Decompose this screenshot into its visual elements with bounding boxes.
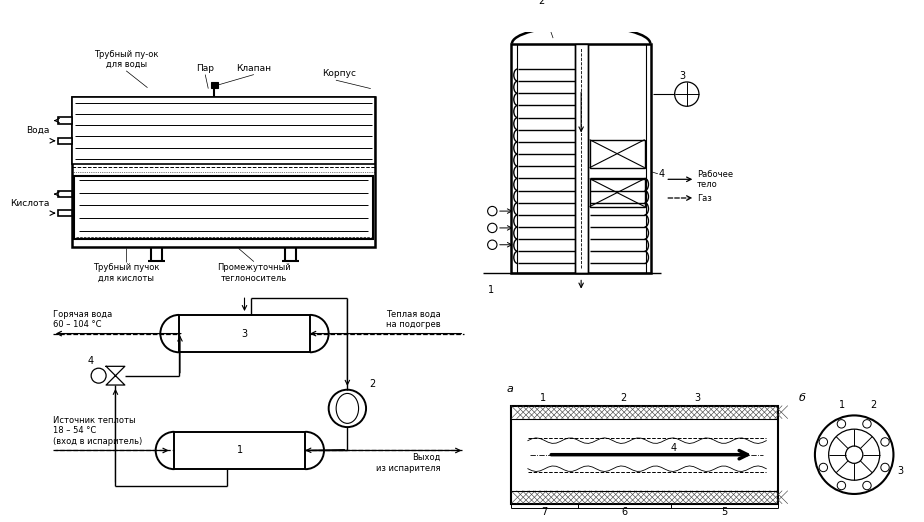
Bar <box>590 140 645 168</box>
Text: 4: 4 <box>659 169 665 179</box>
Bar <box>211 82 218 88</box>
Text: 4: 4 <box>671 443 677 453</box>
Text: Корпус: Корпус <box>322 69 356 78</box>
Bar <box>74 175 372 239</box>
Bar <box>58 137 71 144</box>
Bar <box>511 406 777 504</box>
Text: 1: 1 <box>488 286 493 295</box>
Bar <box>517 44 646 273</box>
Bar <box>575 44 588 273</box>
Text: 4: 4 <box>88 355 93 365</box>
Text: Рабочее
тело: Рабочее тело <box>697 170 734 189</box>
Text: Выход
из испарителя: Выход из испарителя <box>376 453 441 473</box>
Text: б: б <box>798 394 806 404</box>
Bar <box>179 315 310 352</box>
Text: 2: 2 <box>620 393 626 403</box>
Bar <box>71 97 375 164</box>
Text: 5: 5 <box>721 507 727 517</box>
Text: 2: 2 <box>369 379 375 389</box>
Text: Горячая вода
60 – 104 °C: Горячая вода 60 – 104 °C <box>53 310 112 329</box>
Bar <box>590 179 645 207</box>
Text: 6: 6 <box>621 507 627 517</box>
Text: а: а <box>506 384 513 394</box>
Bar <box>58 210 71 217</box>
Text: 1: 1 <box>237 445 243 456</box>
Text: Клапан: Клапан <box>237 64 272 73</box>
Text: 3: 3 <box>241 328 248 339</box>
Bar <box>58 117 71 124</box>
Text: Газ: Газ <box>697 194 711 203</box>
Text: Трубный пу-ок
для воды: Трубный пу-ок для воды <box>94 50 158 69</box>
Text: Источник теплоты
18 – 54 °C
(вход в испаритель): Источник теплоты 18 – 54 °C (вход в испа… <box>53 416 142 446</box>
Text: 2: 2 <box>870 400 877 410</box>
Bar <box>71 97 375 246</box>
Text: Вода: Вода <box>26 126 49 135</box>
Text: Теплая вода
на подогрев: Теплая вода на подогрев <box>386 310 441 329</box>
Text: 3: 3 <box>679 71 686 81</box>
Text: Промежуточный
теглоноситель: Промежуточный теглоноситель <box>217 264 291 283</box>
Bar <box>175 432 305 469</box>
Text: 1: 1 <box>839 400 845 410</box>
Text: 1: 1 <box>540 393 546 403</box>
Bar <box>58 191 71 197</box>
Text: Кислота: Кислота <box>9 199 49 208</box>
Text: 7: 7 <box>541 507 547 517</box>
Text: Пар: Пар <box>196 64 214 73</box>
Text: Трубный пучок
для кислоты: Трубный пучок для кислоты <box>93 264 160 283</box>
Text: 3: 3 <box>695 393 700 403</box>
Text: 3: 3 <box>897 466 904 476</box>
Text: 2: 2 <box>539 0 545 6</box>
Bar <box>511 44 651 273</box>
